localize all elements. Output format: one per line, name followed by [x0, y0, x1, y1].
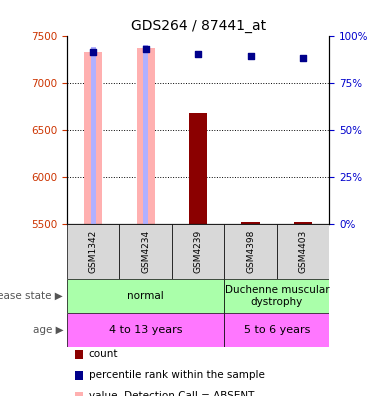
Bar	[224, 279, 329, 313]
Text: GSM4234: GSM4234	[141, 230, 150, 273]
Bar	[137, 48, 155, 224]
Text: age ▶: age ▶	[33, 325, 63, 335]
Text: 4 to 13 years: 4 to 13 years	[109, 325, 182, 335]
Point	[90, 48, 97, 55]
Bar	[242, 222, 260, 224]
Title: GDS264 / 87441_at: GDS264 / 87441_at	[131, 19, 266, 33]
Text: normal: normal	[128, 291, 164, 301]
Text: value, Detection Call = ABSENT: value, Detection Call = ABSENT	[89, 391, 254, 396]
Text: percentile rank within the sample: percentile rank within the sample	[89, 370, 265, 381]
Bar	[189, 113, 207, 224]
Text: GSM4239: GSM4239	[194, 230, 203, 273]
Bar	[67, 313, 224, 346]
Point	[143, 46, 149, 52]
Text: count: count	[89, 349, 118, 360]
Bar	[91, 47, 96, 224]
Bar	[143, 45, 148, 224]
Text: GSM1342: GSM1342	[89, 230, 98, 273]
Text: disease state ▶: disease state ▶	[0, 291, 63, 301]
Bar	[277, 224, 329, 279]
Bar	[119, 224, 172, 279]
Point	[300, 55, 306, 61]
Bar	[172, 224, 224, 279]
Bar	[84, 51, 102, 224]
Bar	[67, 279, 224, 313]
Text: GSM4403: GSM4403	[299, 230, 308, 273]
Bar	[67, 224, 119, 279]
Bar	[294, 222, 312, 224]
Bar	[224, 313, 329, 346]
Text: 5 to 6 years: 5 to 6 years	[244, 325, 310, 335]
Text: GSM4398: GSM4398	[246, 230, 255, 273]
Text: Duchenne muscular
dystrophy: Duchenne muscular dystrophy	[224, 285, 329, 307]
Bar	[224, 224, 277, 279]
Point	[248, 53, 254, 59]
Point	[195, 51, 201, 57]
